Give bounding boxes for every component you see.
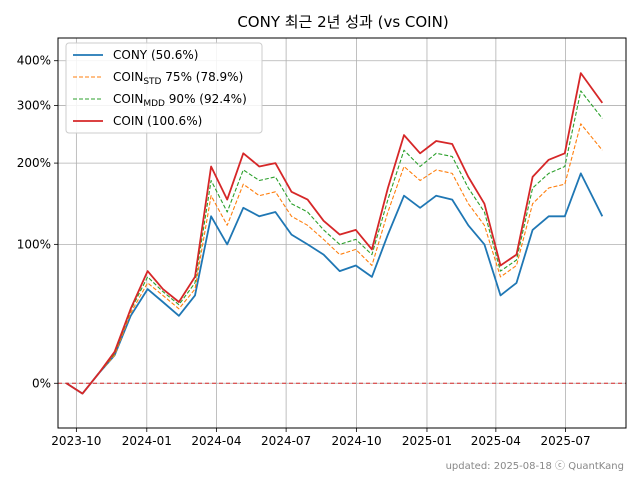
legend-name: COIN [113, 92, 143, 106]
legend-subscript: STD [143, 77, 161, 87]
legend-label-coin-std: COINSTD 75% (78.9%) [113, 70, 243, 87]
legend-subscript: MDD [143, 99, 165, 109]
legend-suffix: 90% (92.4%) [165, 92, 247, 106]
x-axis: 2023-10 2024-01 2024-04 2024-07 2024-10 2025-… [51, 428, 591, 448]
plot-frame [57, 37, 627, 429]
y-tick-label: 300% [17, 98, 51, 112]
legend-label-coin: COIN (100.6%) [113, 114, 202, 128]
x-tick-label: 2024-07 [261, 434, 311, 448]
y-axis: 0% 100% 200% 300% 400% [17, 54, 58, 390]
legend-box [65, 42, 263, 134]
footer-credit: updated: 2025-08-18 ⓒ QuantKang [446, 460, 624, 472]
legend: CONY (50.6%)COINSTD 75% (78.9%)COINMDD 9… [65, 42, 263, 134]
legend-suffix: 75% (78.9%) [161, 70, 243, 84]
x-tick-label: 2024-10 [331, 434, 381, 448]
legend-suffix: (100.6%) [143, 114, 202, 128]
x-tick-label: 2023-10 [51, 434, 101, 448]
y-tick-label: 400% [17, 54, 51, 68]
legend-name: COIN [113, 70, 143, 84]
x-tick-label: 2024-01 [122, 434, 172, 448]
series-line-coin-std [66, 123, 603, 395]
y-tick-label: 0% [32, 376, 51, 390]
x-tick-label: 2025-04 [471, 434, 521, 448]
x-tick-label: 2025-07 [540, 434, 590, 448]
legend-name: CONY [113, 48, 148, 62]
legend-label-cony: CONY (50.6%) [113, 48, 198, 62]
series-line-coin-mdd [66, 90, 603, 395]
legend-suffix: (50.6%) [147, 48, 198, 62]
series-line-coin [65, 72, 604, 395]
series-line-cony [65, 172, 604, 395]
legend-label-coin-mdd: COINMDD 90% (92.4%) [113, 92, 247, 109]
x-tick-label: 2024-04 [191, 434, 241, 448]
legend-name: COIN [113, 114, 143, 128]
x-tick-label: 2025-01 [402, 434, 452, 448]
y-tick-label: 100% [17, 237, 51, 251]
chart-title: CONY 최근 2년 성과 (vs COIN) [237, 13, 448, 31]
y-tick-label: 200% [17, 156, 51, 170]
plot-area [58, 72, 626, 395]
